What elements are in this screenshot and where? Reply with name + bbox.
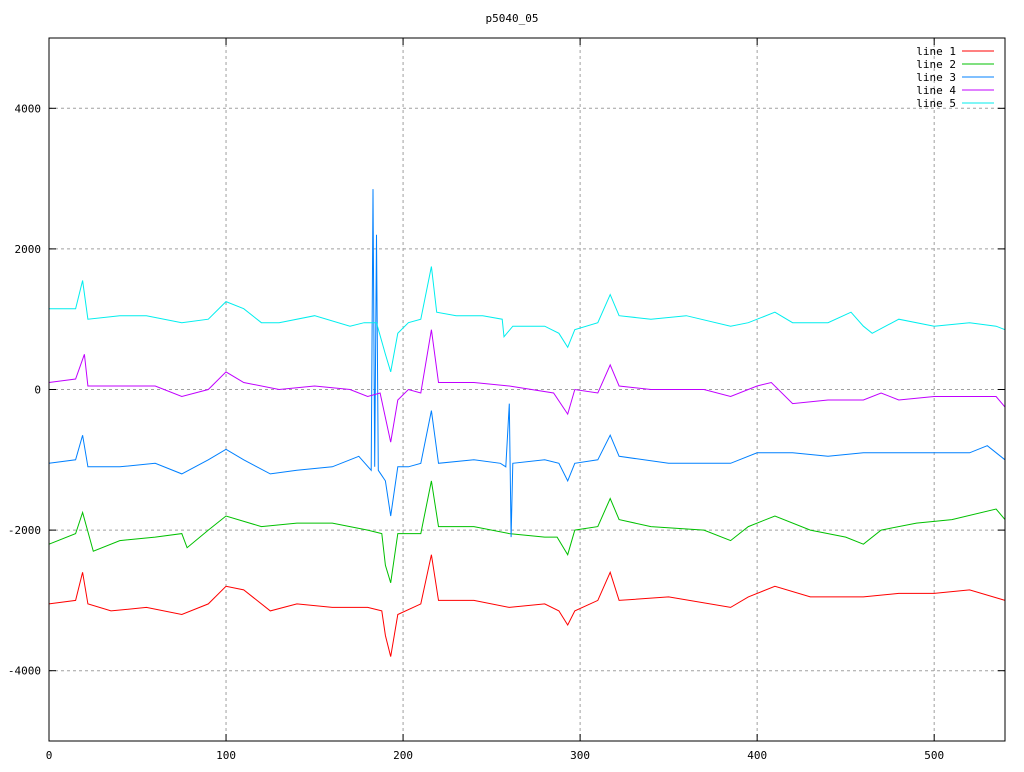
x-tick-label: 100 (216, 749, 236, 762)
legend-label: line 1 (916, 45, 956, 58)
x-tick-label: 0 (46, 749, 53, 762)
axis-ticks: 0 100 200 300 400 500 -4000 -2000 0 2000 4000 (8, 38, 1005, 762)
y-tick-label: 4000 (15, 102, 42, 115)
grid (49, 38, 1005, 741)
x-tick-label: 400 (747, 749, 767, 762)
x-tick-label: 300 (570, 749, 590, 762)
legend-label: line 3 (916, 71, 956, 84)
series-line-3 (48, 189, 1006, 538)
series-lines (48, 189, 1006, 657)
legend-label: line 5 (916, 97, 956, 110)
y-tick-label: -2000 (8, 524, 41, 537)
series-line-5 (49, 266, 1006, 373)
y-tick-label: -4000 (8, 665, 41, 678)
legend-label: line 2 (916, 58, 956, 71)
y-tick-label: 0 (34, 384, 41, 397)
series-line-1 (48, 554, 1006, 657)
legend-label: line 4 (916, 84, 956, 97)
chart-title: p5040_05 (486, 12, 539, 25)
series-line-2 (48, 480, 1006, 583)
series-line-4 (48, 329, 1006, 443)
y-tick-label: 2000 (15, 243, 42, 256)
x-tick-label: 500 (924, 749, 944, 762)
x-tick-label: 200 (393, 749, 413, 762)
